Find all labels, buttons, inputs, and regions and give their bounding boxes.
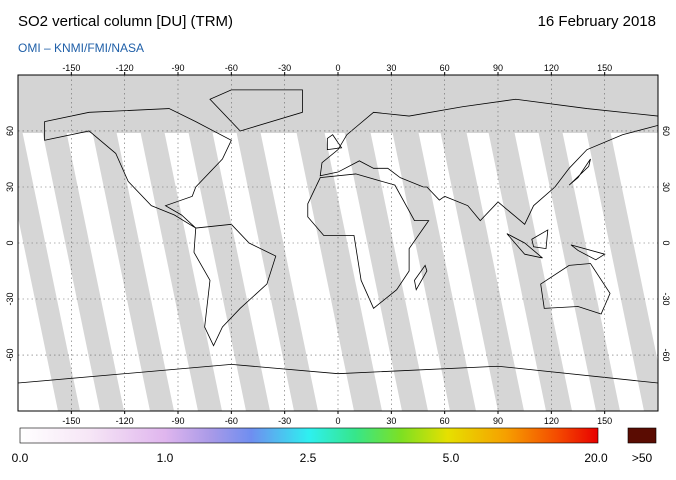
lon-label-top: 90 — [493, 63, 503, 73]
lon-label-bottom: 150 — [597, 416, 612, 426]
polar-night — [18, 75, 658, 133]
lat-label-right: 30 — [661, 182, 671, 192]
lon-label-bottom: 120 — [544, 416, 559, 426]
lat-label-left: -30 — [5, 293, 15, 306]
lon-label-top: 150 — [597, 63, 612, 73]
coastlines — [18, 90, 658, 411]
colorbar — [19, 427, 599, 444]
lon-label-bottom: -30 — [278, 416, 291, 426]
colorbar-label: 20.0 — [584, 451, 608, 465]
lon-label-bottom: 30 — [386, 416, 396, 426]
lat-label-right: -60 — [661, 349, 671, 362]
lon-label-top: -120 — [116, 63, 134, 73]
colorbar-label: 5.0 — [443, 451, 460, 465]
lon-label-top: -90 — [171, 63, 184, 73]
colorbar-label: 2.5 — [300, 451, 317, 465]
lon-label-bottom: -60 — [225, 416, 238, 426]
lon-label-top: 120 — [544, 63, 559, 73]
colorbar-label: 1.0 — [157, 451, 174, 465]
lon-label-top: -30 — [278, 63, 291, 73]
title: SO2 vertical column [DU] (TRM) — [18, 13, 233, 30]
lon-label-bottom: -90 — [171, 416, 184, 426]
graticule — [18, 75, 658, 411]
lon-label-top: 0 — [335, 63, 340, 73]
lat-label-left: -60 — [5, 349, 15, 362]
colorbar-overflow — [627, 427, 657, 444]
lon-label-bottom: -120 — [116, 416, 134, 426]
lon-label-bottom: 90 — [493, 416, 503, 426]
colorbar-label: 0.0 — [12, 451, 29, 465]
lon-label-bottom: 0 — [335, 416, 340, 426]
lon-label-top: -60 — [225, 63, 238, 73]
lat-label-right: -30 — [661, 293, 671, 306]
colorbar-label: >50 — [632, 451, 653, 465]
source: OMI – KNMI/FMI/NASA — [18, 41, 144, 55]
lat-label-left: 60 — [5, 126, 15, 136]
lat-label-right: 60 — [661, 126, 671, 136]
lon-label-top: 60 — [440, 63, 450, 73]
lon-label-top: 30 — [386, 63, 396, 73]
lon-label-top: -150 — [62, 63, 80, 73]
lat-label-left: 30 — [5, 182, 15, 192]
lon-label-bottom: -150 — [62, 416, 80, 426]
date: 16 February 2018 — [538, 13, 656, 30]
colorbar-labels: 0.0 1.0 2.5 5.0 20.0 >50 — [12, 451, 653, 465]
lat-label-right: 0 — [661, 240, 671, 245]
orbit-swaths — [18, 130, 658, 411]
lat-label-left: 0 — [5, 240, 15, 245]
lon-label-bottom: 60 — [440, 416, 450, 426]
map — [18, 75, 658, 411]
